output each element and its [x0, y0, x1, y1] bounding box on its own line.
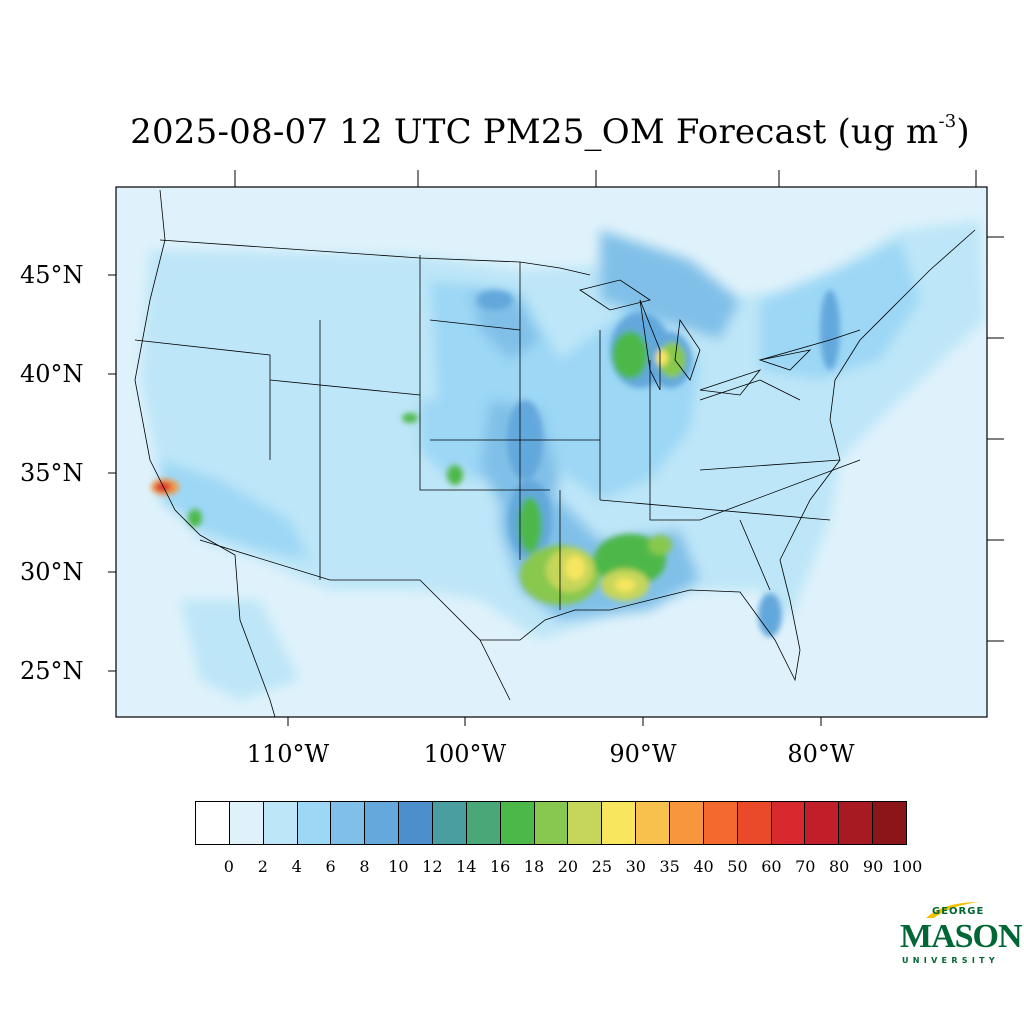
colorbar-tick-label: 30 [625, 857, 646, 876]
lat-label-35: 35°N [20, 459, 84, 487]
colorbar-tick-label: 100 [891, 857, 923, 876]
lon-label-90: 90°W [609, 740, 677, 768]
colorbar-cell [602, 802, 637, 844]
colorbar-cell [805, 802, 840, 844]
colorbar [195, 801, 907, 845]
map-border [115, 186, 988, 718]
state-lines [134, 255, 861, 610]
colorbar-tick-label: 10 [388, 857, 409, 876]
logo-bottom-text: UNIVERSITY [902, 956, 999, 965]
colorbar-tick-label: 40 [693, 857, 714, 876]
logo-main-text: MASON [900, 918, 1023, 955]
colorbar-cell [297, 802, 332, 844]
colorbar-cell [365, 802, 400, 844]
lon-label-110: 110°W [246, 740, 330, 768]
colorbar-tick-label: 6 [325, 857, 336, 876]
colorbar-cell [873, 802, 907, 844]
colorbar-tick-label: 12 [422, 857, 443, 876]
lon-label-80: 80°W [787, 740, 855, 768]
lat-label-45: 45°N [20, 261, 84, 289]
colorbar-cell [839, 802, 874, 844]
colorbar-tick-label: 16 [489, 857, 511, 876]
colorbar-tick-label: 35 [659, 857, 680, 876]
map-title: 2025-08-07 12 UTC PM25_OM Forecast (ug m… [0, 110, 1024, 152]
colorbar-tick-label: 14 [456, 857, 477, 876]
colorbar-tick-label: 60 [761, 857, 782, 876]
colorbar-tick-label: 25 [591, 857, 613, 876]
tick-marks [108, 170, 1004, 726]
colorbar-cell [399, 802, 434, 844]
mexico-border [199, 539, 511, 701]
map-panel [116, 187, 987, 717]
title-superscript: -3 [938, 110, 957, 132]
colorbar-tick-label: 0 [223, 857, 234, 876]
coastline [134, 189, 276, 717]
colorbar-cell [466, 802, 501, 844]
colorbar-cell [737, 802, 772, 844]
colorbar-cell [703, 802, 738, 844]
colorbar-cell [263, 802, 298, 844]
colorbar-cell [636, 802, 671, 844]
lat-label-30: 30°N [20, 558, 84, 586]
logo-swoosh-icon [926, 902, 979, 918]
logo-top-text: GEORGE [932, 906, 985, 917]
colorbar-tick-label: 2 [257, 857, 268, 876]
lat-label-40: 40°N [20, 360, 84, 388]
title-close: ) [956, 112, 970, 152]
colorbar-tick-label: 8 [359, 857, 370, 876]
boundaries [134, 189, 976, 717]
colorbar-tick-label: 50 [727, 857, 748, 876]
lat-label-25: 25°N [20, 657, 84, 685]
gmu-logo: GEORGE MASON UNIVERSITY [896, 900, 1023, 970]
colorbar-cell [500, 802, 535, 844]
colorbar-cell [433, 802, 467, 844]
great-lakes [579, 279, 812, 396]
colorbar-tick-label: 4 [291, 857, 302, 876]
colorbar-cell [568, 802, 603, 844]
colorbar-cell [196, 802, 230, 844]
colorbar-tick-label: 80 [829, 857, 850, 876]
lon-label-100: 100°W [423, 740, 507, 768]
colorbar-tick-label: 20 [557, 857, 579, 876]
gulf-coast [480, 229, 976, 682]
colorbar-cell [331, 802, 366, 844]
colorbar-cell [670, 802, 704, 844]
colorbar-tick-label: 90 [862, 857, 884, 876]
colorbar-cell [534, 802, 569, 844]
title-text: 2025-08-07 12 UTC PM25_OM Forecast (ug m [130, 112, 939, 152]
colorbar-tick-label: 18 [523, 857, 545, 876]
colorbar-cell [229, 802, 264, 844]
colorbar-cell [771, 802, 806, 844]
colorbar-tick-label: 70 [795, 857, 816, 876]
